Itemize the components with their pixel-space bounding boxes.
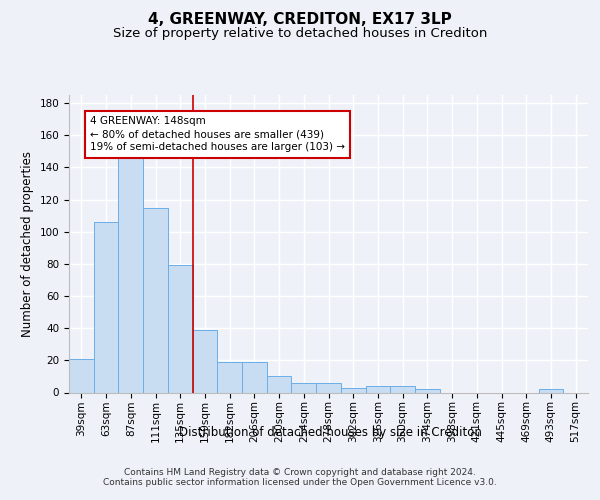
- Bar: [415, 390, 440, 392]
- Text: Size of property relative to detached houses in Crediton: Size of property relative to detached ho…: [113, 28, 487, 40]
- Bar: [539, 390, 563, 392]
- Bar: [69, 358, 94, 392]
- Bar: [193, 330, 217, 392]
- Bar: [341, 388, 365, 392]
- Bar: [390, 386, 415, 392]
- Text: 4, GREENWAY, CREDITON, EX17 3LP: 4, GREENWAY, CREDITON, EX17 3LP: [148, 12, 452, 28]
- Text: Contains HM Land Registry data © Crown copyright and database right 2024.
Contai: Contains HM Land Registry data © Crown c…: [103, 468, 497, 487]
- Text: Distribution of detached houses by size in Crediton: Distribution of detached houses by size …: [179, 426, 481, 439]
- Bar: [365, 386, 390, 392]
- Bar: [316, 383, 341, 392]
- Bar: [168, 266, 193, 392]
- Bar: [292, 383, 316, 392]
- Bar: [118, 154, 143, 392]
- Bar: [217, 362, 242, 392]
- Bar: [94, 222, 118, 392]
- Bar: [267, 376, 292, 392]
- Bar: [143, 208, 168, 392]
- Y-axis label: Number of detached properties: Number of detached properties: [21, 151, 34, 337]
- Text: 4 GREENWAY: 148sqm
← 80% of detached houses are smaller (439)
19% of semi-detach: 4 GREENWAY: 148sqm ← 80% of detached hou…: [90, 116, 345, 152]
- Bar: [242, 362, 267, 392]
